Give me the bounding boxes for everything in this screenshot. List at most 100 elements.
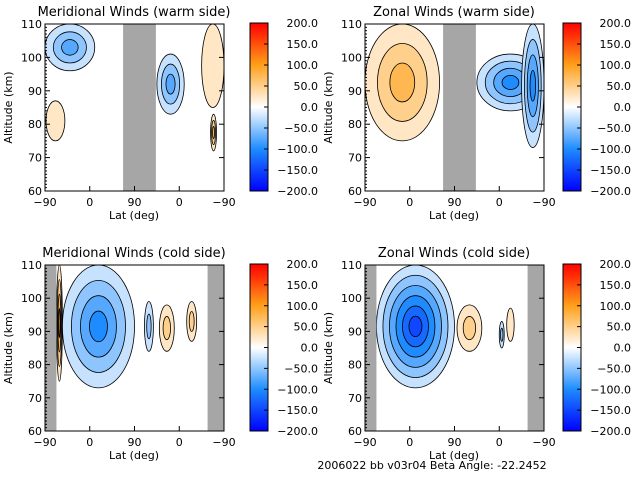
y-tick-label: 80 — [348, 359, 362, 372]
colorbar-label: 200.0 — [287, 258, 319, 271]
y-tick-label: 60 — [28, 185, 42, 198]
colorbar-label: 100.0 — [287, 300, 319, 313]
y-tick-label: 90 — [348, 325, 362, 338]
colorbar-label: 0.0 — [301, 101, 319, 114]
missing-data-band — [365, 265, 377, 431]
y-tick-label: 110 — [21, 259, 42, 272]
colorbar-label: 200.0 — [600, 258, 632, 271]
x-tick-label: −90 — [212, 196, 235, 209]
y-tick-label: 110 — [21, 18, 42, 31]
contour-negative — [500, 327, 504, 342]
chart-title: Zonal Winds (warm side) — [373, 5, 535, 20]
y-tick-label: 110 — [341, 259, 362, 272]
chart-title: Meridional Winds (cold side) — [42, 246, 225, 261]
y-tick-label: 70 — [28, 152, 42, 165]
y-tick-label: 100 — [21, 292, 42, 305]
contour-layer — [365, 24, 544, 191]
colorbar: 200.0 150.0 100.0 50.0 0.0 −50.0 −100.0 −150.0 −… — [562, 17, 632, 198]
x-tick-label: 0 — [86, 196, 93, 209]
x-tick-label: −90 — [33, 436, 56, 449]
colorbar: 200.0 150.0 100.0 50.0 0.0 −50.0 −100.0 −150.0 −… — [249, 17, 319, 198]
colorbar-label: 200.0 — [600, 17, 632, 30]
x-tick-label: 0 — [176, 196, 183, 209]
x-tick-label: 0 — [406, 436, 413, 449]
y-tick-label: 70 — [28, 392, 42, 405]
contour-positive — [45, 100, 66, 142]
y-tick-label: 100 — [341, 51, 362, 64]
colorbar-label: −100.0 — [590, 383, 631, 396]
contour-layer — [45, 265, 224, 431]
y-tick-label: 80 — [28, 359, 42, 372]
colorbar-label: 50.0 — [294, 321, 319, 334]
contour-positive — [212, 126, 215, 140]
chart-panel-3: 60 70 80 90 100 110 −90 0 90 0 −90 Meridional Winds… — [2, 246, 318, 462]
y-tick-label: 60 — [348, 425, 362, 438]
colorbar-label: 100.0 — [287, 59, 319, 72]
contour-positive — [201, 24, 224, 108]
y-tick-label: 110 — [341, 18, 362, 31]
colorbar-label: −50.0 — [597, 362, 631, 375]
colorbar-label: −50.0 — [597, 122, 631, 135]
colorbar-label: −200.0 — [277, 185, 318, 198]
contour-negative — [146, 313, 152, 340]
y-tick-label: 90 — [28, 325, 42, 338]
x-axis-label: Lat (deg) — [429, 449, 479, 462]
colorbar-label: −50.0 — [284, 362, 318, 375]
x-tick-label: −90 — [532, 196, 555, 209]
x-tick-label: −90 — [353, 436, 376, 449]
colorbar-label: −100.0 — [277, 143, 318, 156]
colorbar-label: −150.0 — [277, 404, 318, 417]
chart-title: Zonal Winds (cold side) — [378, 246, 530, 261]
colorbar-label: 0.0 — [614, 101, 632, 114]
y-tick-label: 60 — [28, 425, 42, 438]
y-tick-label: 60 — [348, 185, 362, 198]
colorbar-label: −200.0 — [590, 185, 631, 198]
colorbar-label: −200.0 — [590, 425, 631, 438]
contour-layer — [45, 24, 224, 191]
colorbar-label: 150.0 — [600, 38, 632, 51]
colorbar-label: 100.0 — [600, 59, 632, 72]
y-axis-label: Altitude (km) — [2, 312, 15, 384]
colorbar: 200.0 150.0 100.0 50.0 0.0 −50.0 −100.0 −150.0 −… — [562, 258, 632, 438]
contour-positive — [162, 316, 171, 341]
colorbar-label: 0.0 — [614, 342, 632, 355]
chart-panel-4: 60 70 80 90 100 110 −90 0 90 0 −90 Zonal Winds (col… — [322, 246, 631, 462]
contour-positive — [58, 308, 61, 339]
colorbar-label: −200.0 — [277, 425, 318, 438]
x-tick-label: −90 — [33, 196, 56, 209]
y-tick-label: 90 — [348, 85, 362, 98]
x-tick-label: 90 — [128, 196, 142, 209]
colorbar-label: −150.0 — [277, 164, 318, 177]
chart-title: Meridional Winds (warm side) — [38, 5, 231, 20]
colorbar-label: −150.0 — [590, 404, 631, 417]
x-tick-label: −90 — [353, 196, 376, 209]
chart-panel-1: 60 70 80 90 100 110 −90 0 90 0 −90 Meridional Winds… — [2, 5, 318, 222]
missing-data-band — [443, 24, 476, 191]
x-tick-label: 0 — [406, 196, 413, 209]
x-tick-label: −90 — [532, 436, 555, 449]
x-tick-label: 0 — [496, 196, 503, 209]
contour-positive — [188, 311, 195, 332]
colorbar-label: −50.0 — [284, 122, 318, 135]
y-tick-label: 80 — [348, 118, 362, 131]
colorbar-label: −100.0 — [590, 143, 631, 156]
contour-negative — [529, 69, 537, 102]
colorbar-label: 100.0 — [600, 300, 632, 313]
x-tick-label: 0 — [176, 436, 183, 449]
colorbar-label: 150.0 — [600, 279, 632, 292]
contour-negative — [501, 74, 520, 90]
x-tick-label: −90 — [212, 436, 235, 449]
y-tick-label: 70 — [348, 152, 362, 165]
x-axis-label: Lat (deg) — [429, 209, 479, 222]
contour-negative — [165, 73, 176, 95]
chart-panel-2: 60 70 80 90 100 110 −90 0 90 0 −90 Zonal Winds (war… — [322, 5, 631, 222]
y-tick-label: 100 — [21, 51, 42, 64]
y-tick-label: 100 — [341, 292, 362, 305]
y-tick-label: 90 — [28, 85, 42, 98]
x-tick-label: 90 — [448, 196, 462, 209]
x-tick-label: 90 — [128, 436, 142, 449]
colorbar-label: 50.0 — [607, 80, 632, 93]
y-axis-label: Altitude (km) — [322, 312, 335, 384]
contour-positive — [462, 316, 477, 341]
